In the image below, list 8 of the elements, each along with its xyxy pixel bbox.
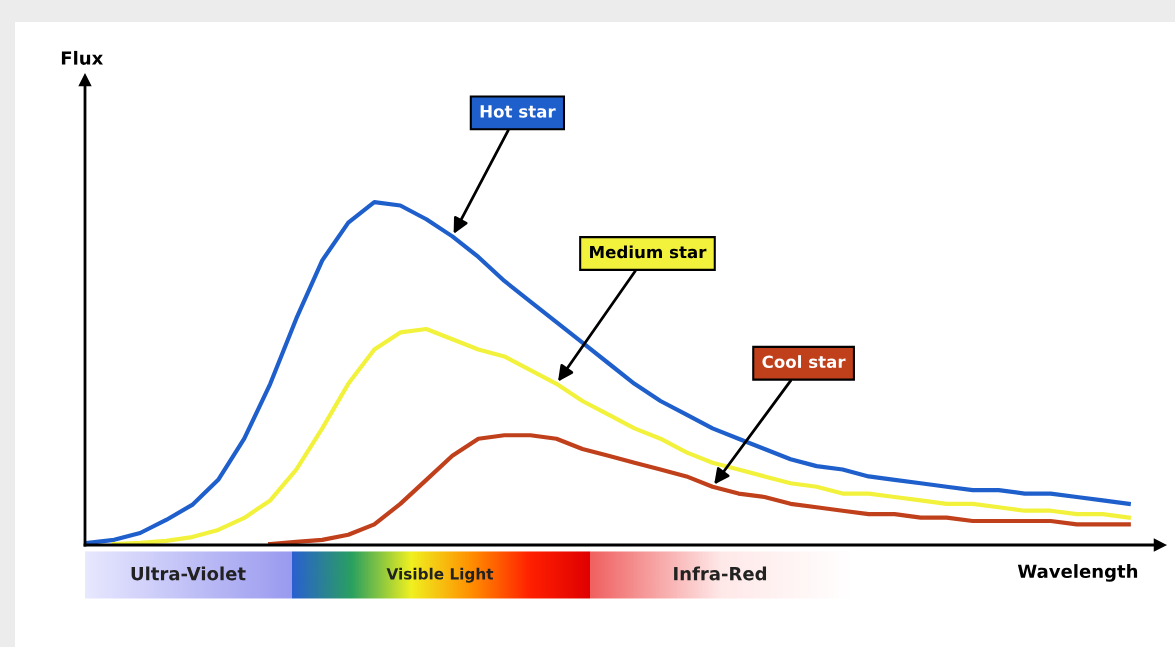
text: Hot star bbox=[480, 105, 556, 118]
text: Infra-Red bbox=[674, 566, 767, 581]
text: Visible Light bbox=[386, 567, 494, 583]
text: Cool star bbox=[762, 355, 846, 369]
x-axis-title: Wavelength bbox=[1017, 564, 1138, 582]
text: Ultra-Violet bbox=[131, 566, 246, 581]
text: Flux bbox=[61, 50, 104, 65]
text: Medium star bbox=[590, 245, 707, 259]
